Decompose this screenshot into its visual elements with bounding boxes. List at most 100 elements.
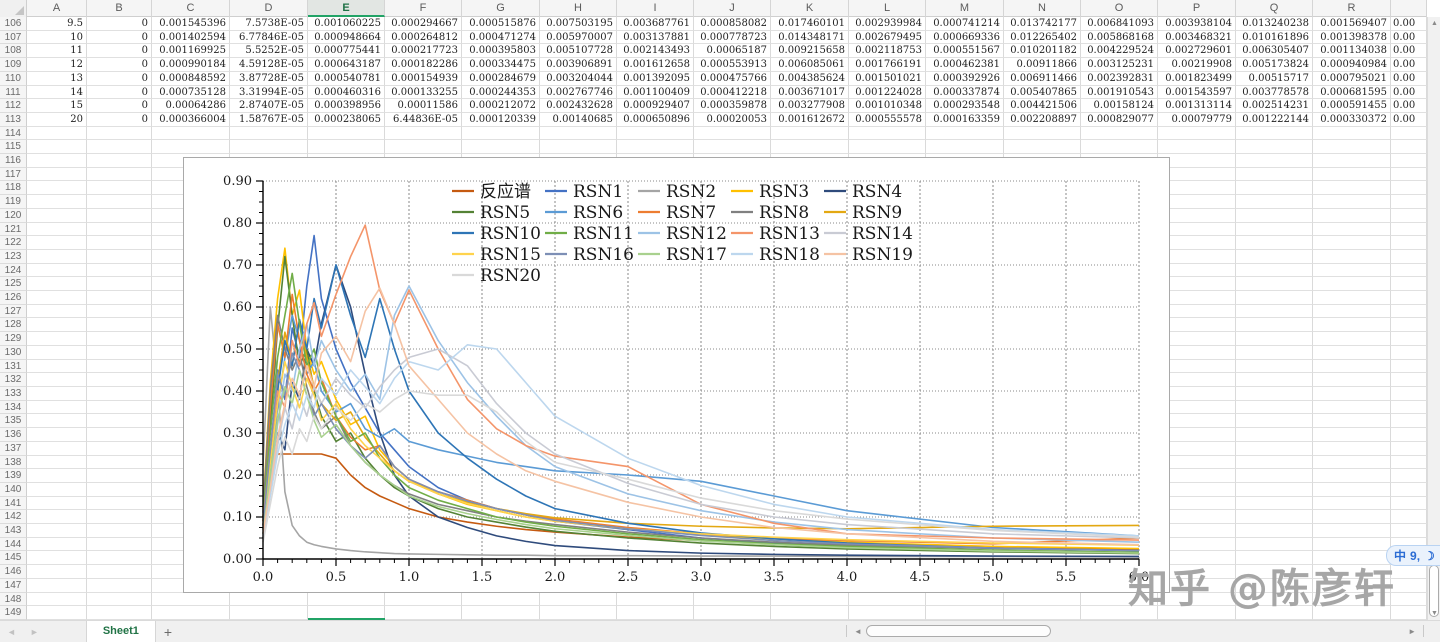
cell-P133[interactable]: [1158, 386, 1236, 401]
cell-R108[interactable]: 0.001134038: [1313, 44, 1391, 59]
cell-Q129[interactable]: [1236, 332, 1313, 346]
cell-A128[interactable]: [27, 318, 87, 333]
cell-Q144[interactable]: [1236, 537, 1313, 552]
cell-J110[interactable]: 0.000475766: [694, 71, 771, 86]
cell-I115[interactable]: [617, 140, 694, 155]
cell-P147[interactable]: [1158, 578, 1236, 593]
cell-G115[interactable]: [462, 140, 540, 155]
cell-S139[interactable]: [1391, 469, 1427, 483]
cell-Q130[interactable]: [1236, 345, 1313, 360]
cell-R118[interactable]: [1313, 181, 1391, 196]
series-line-RSN11[interactable]: [262, 272, 1140, 554]
cell-E115[interactable]: [308, 140, 385, 155]
cell-P120[interactable]: [1158, 208, 1236, 223]
cell-F108[interactable]: 0.000217723: [385, 44, 462, 59]
cell-A144[interactable]: [27, 537, 87, 552]
cell-H108[interactable]: 0.005107728: [540, 44, 617, 59]
cell-Q148[interactable]: [1236, 592, 1313, 607]
cell-G108[interactable]: 0.000395803: [462, 44, 540, 59]
cell-F115[interactable]: [385, 140, 462, 155]
cell-P121[interactable]: [1158, 222, 1236, 237]
legend-label-RSN15[interactable]: RSN15: [480, 245, 541, 265]
cell-Q107[interactable]: 0.010161896: [1236, 30, 1313, 45]
cell-O107[interactable]: 0.005868168: [1081, 30, 1158, 45]
cell-N109[interactable]: 0.00911866: [1004, 58, 1081, 72]
cell-R147[interactable]: [1313, 578, 1391, 593]
cell-C112[interactable]: 0.00064286: [152, 99, 230, 113]
cell-G106[interactable]: 0.000515876: [462, 17, 540, 31]
legend-label-RSN3[interactable]: RSN3: [759, 182, 809, 202]
cell-S119[interactable]: [1391, 195, 1427, 209]
cell-N111[interactable]: 0.005407865: [1004, 85, 1081, 100]
row-header-126[interactable]: 126: [0, 291, 27, 305]
column-header-B[interactable]: B: [87, 0, 152, 17]
cell-B149[interactable]: [87, 606, 152, 620]
cell-Q149[interactable]: [1236, 606, 1313, 620]
column-header-J[interactable]: J: [694, 0, 771, 17]
cell-C109[interactable]: 0.000990184: [152, 58, 230, 72]
cell-I109[interactable]: 0.001612658: [617, 58, 694, 72]
cell-Q125[interactable]: [1236, 277, 1313, 292]
row-header-112[interactable]: 112: [0, 99, 27, 113]
cell-J109[interactable]: 0.000553913: [694, 58, 771, 72]
legend-label-RSN10[interactable]: RSN10: [480, 224, 541, 244]
cell-B121[interactable]: [87, 222, 152, 237]
cell-R116[interactable]: [1313, 154, 1391, 168]
cell-M112[interactable]: 0.000293548: [926, 99, 1004, 113]
cell-D108[interactable]: 5.5252E-05: [230, 44, 308, 59]
cell-Q111[interactable]: 0.003778578: [1236, 85, 1313, 100]
cell-F148[interactable]: [385, 592, 462, 607]
column-header-P[interactable]: P: [1158, 0, 1236, 17]
cell-P111[interactable]: 0.001543597: [1158, 85, 1236, 100]
cell-A108[interactable]: 11: [27, 44, 87, 59]
cell-N108[interactable]: 0.010201182: [1004, 44, 1081, 59]
cell-P135[interactable]: [1158, 414, 1236, 429]
cell-F113[interactable]: 6.44836E-05: [385, 112, 462, 127]
cell-M149[interactable]: [926, 606, 1004, 620]
row-header-118[interactable]: 118: [0, 181, 27, 196]
row-header-130[interactable]: 130: [0, 345, 27, 360]
cell-K112[interactable]: 0.003277908: [771, 99, 849, 113]
cell-F110[interactable]: 0.000154939: [385, 71, 462, 86]
cell-B134[interactable]: [87, 400, 152, 415]
cell-P126[interactable]: [1158, 291, 1236, 305]
cell-B115[interactable]: [87, 140, 152, 155]
cell-R110[interactable]: 0.000795021: [1313, 71, 1391, 86]
cell-K108[interactable]: 0.009215658: [771, 44, 849, 59]
ime-icon-3[interactable]: ⬆: [1439, 546, 1440, 565]
row-header-124[interactable]: 124: [0, 263, 27, 278]
cell-Q128[interactable]: [1236, 318, 1313, 333]
row-header-106[interactable]: 106: [0, 17, 27, 31]
cell-F109[interactable]: 0.000182286: [385, 58, 462, 72]
cell-O108[interactable]: 0.004229524: [1081, 44, 1158, 59]
cell-E112[interactable]: 0.000398956: [308, 99, 385, 113]
cell-L149[interactable]: [849, 606, 926, 620]
cell-G148[interactable]: [462, 592, 540, 607]
cell-P122[interactable]: [1158, 236, 1236, 250]
series-line-RSN14[interactable]: [262, 348, 1140, 539]
row-header-111[interactable]: 111: [0, 85, 27, 100]
chart-canvas[interactable]: 0.00 0.10 0.20 0.30 0.40 0.50 0.60 0.70 0.80 0.90…: [184, 158, 1169, 592]
cell-C106[interactable]: 0.001545396: [152, 17, 230, 31]
cell-B110[interactable]: 0: [87, 71, 152, 86]
cell-M148[interactable]: [926, 592, 1004, 607]
cell-R117[interactable]: [1313, 167, 1391, 182]
cell-E109[interactable]: 0.000643187: [308, 58, 385, 72]
cell-J108[interactable]: 0.00065187: [694, 44, 771, 59]
cell-S115[interactable]: [1391, 140, 1427, 155]
cell-A119[interactable]: [27, 195, 87, 209]
cell-C110[interactable]: 0.000848592: [152, 71, 230, 86]
cell-P123[interactable]: [1158, 249, 1236, 264]
sheet-tab-sheet1[interactable]: Sheet1: [85, 620, 156, 642]
scroll-right-icon[interactable]: ►: [1408, 626, 1416, 636]
series-line-RSN15[interactable]: [262, 360, 1140, 546]
cell-S122[interactable]: [1391, 236, 1427, 250]
ime-toolbar[interactable]: 中9,☽ ⬆: [1386, 545, 1440, 566]
column-header-E[interactable]: E: [308, 0, 385, 17]
cell-L114[interactable]: [849, 126, 926, 141]
legend-label-反应谱[interactable]: 反应谱: [480, 182, 531, 202]
cell-R129[interactable]: [1313, 332, 1391, 346]
cell-G110[interactable]: 0.000284679: [462, 71, 540, 86]
cell-I108[interactable]: 0.002143493: [617, 44, 694, 59]
ime-icon-1[interactable]: 9,: [1410, 548, 1421, 563]
